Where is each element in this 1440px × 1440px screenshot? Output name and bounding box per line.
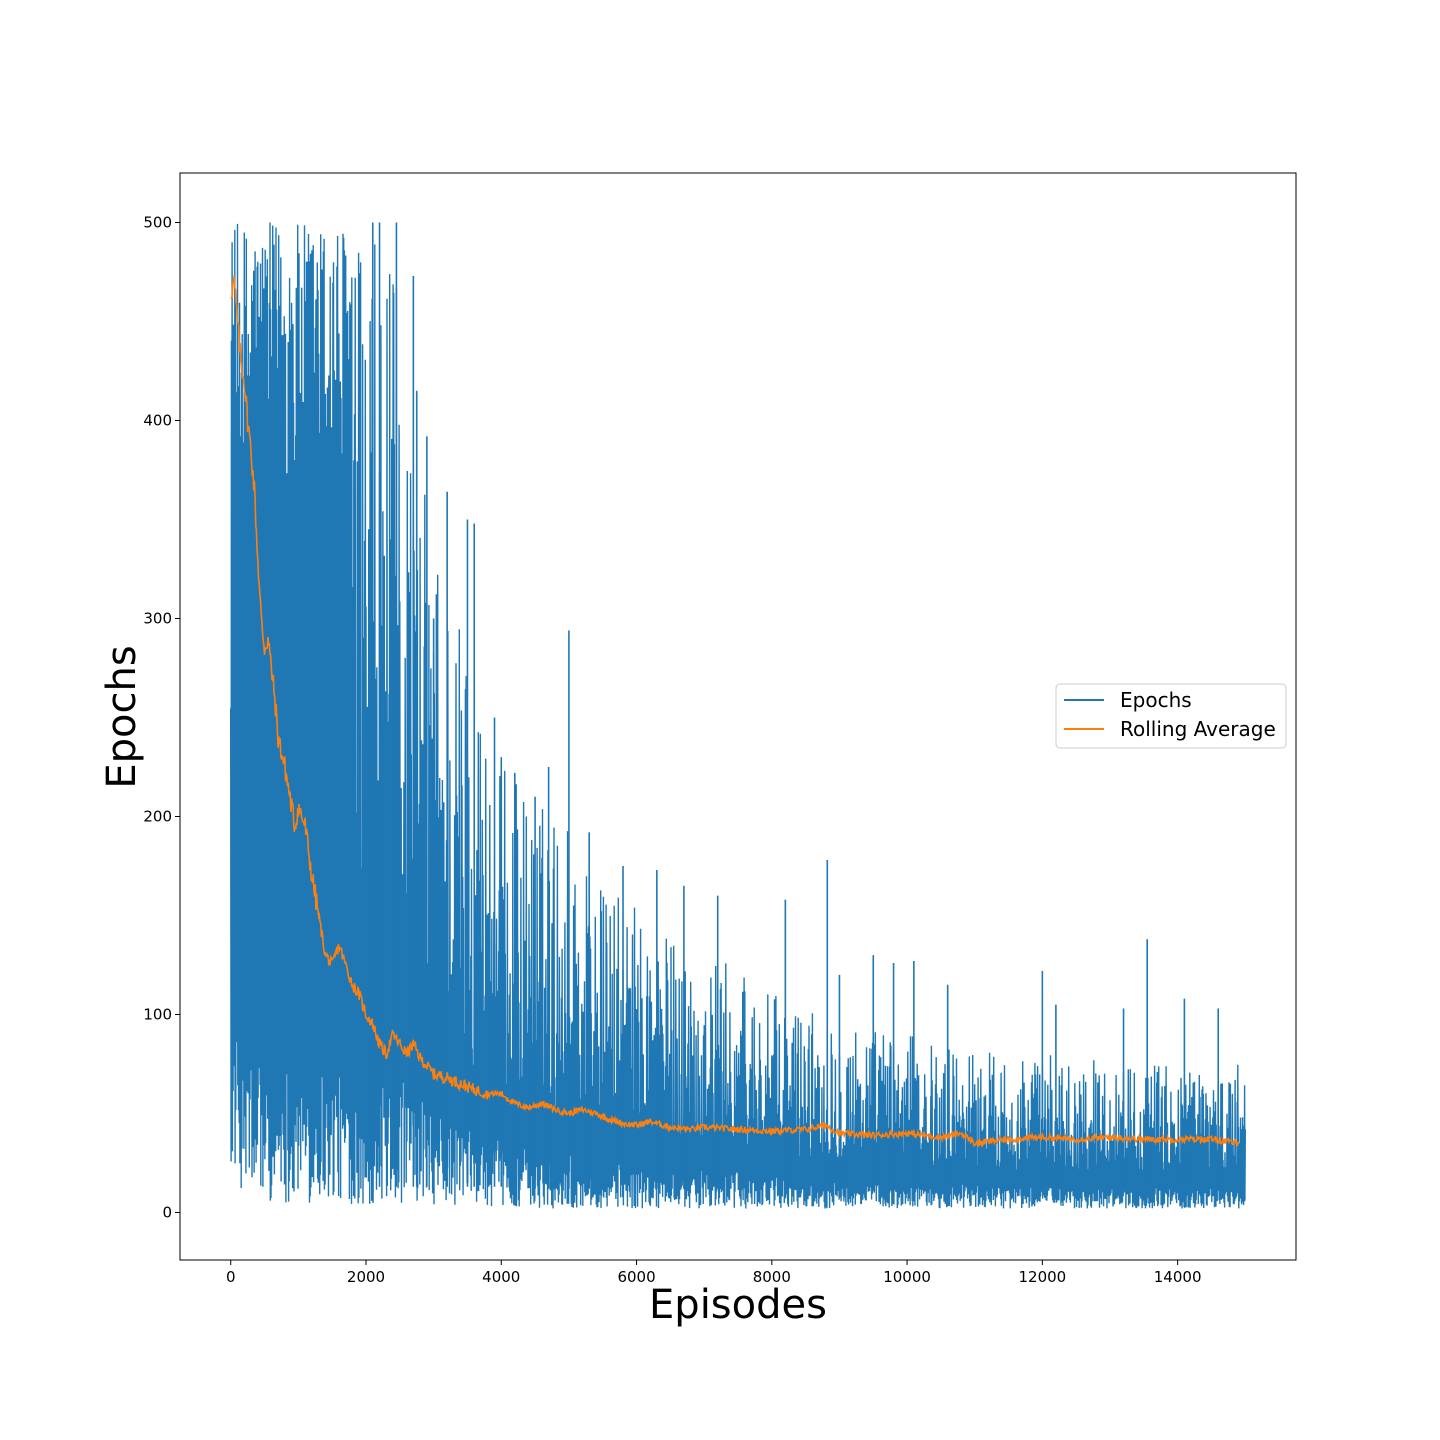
y-tick-label-5: 500	[143, 213, 172, 231]
x-tick-label-2: 4000	[482, 1268, 520, 1286]
legend-label-1: Rolling Average	[1120, 717, 1276, 741]
plot-frame	[179, 172, 1297, 1261]
x-tick-label-6: 12000	[1019, 1268, 1067, 1286]
series-epochs-line	[230, 222, 1246, 1209]
y-tick-label-0: 0	[162, 1203, 172, 1221]
series-rolling-average-line	[230, 275, 1240, 1148]
y-axis-label: Epochs	[99, 645, 145, 788]
legend: Epochs Rolling Average	[1055, 683, 1287, 749]
x-axis-label: Episodes	[649, 1282, 827, 1328]
y-tick-label-3: 300	[143, 609, 172, 627]
y-tick-label-1: 100	[143, 1005, 172, 1023]
x-tick-label-1: 2000	[347, 1268, 385, 1286]
x-tick-label-7: 14000	[1154, 1268, 1202, 1286]
legend-box	[1055, 683, 1287, 749]
y-tick-label-2: 200	[143, 807, 172, 825]
x-tick-label-3: 6000	[617, 1268, 655, 1286]
legend-label-0: Epochs	[1120, 688, 1192, 712]
y-tick-label-4: 400	[143, 411, 172, 429]
x-tick-label-5: 10000	[883, 1268, 931, 1286]
x-tick-label-4: 8000	[753, 1268, 791, 1286]
x-tick-label-0: 0	[226, 1268, 236, 1286]
